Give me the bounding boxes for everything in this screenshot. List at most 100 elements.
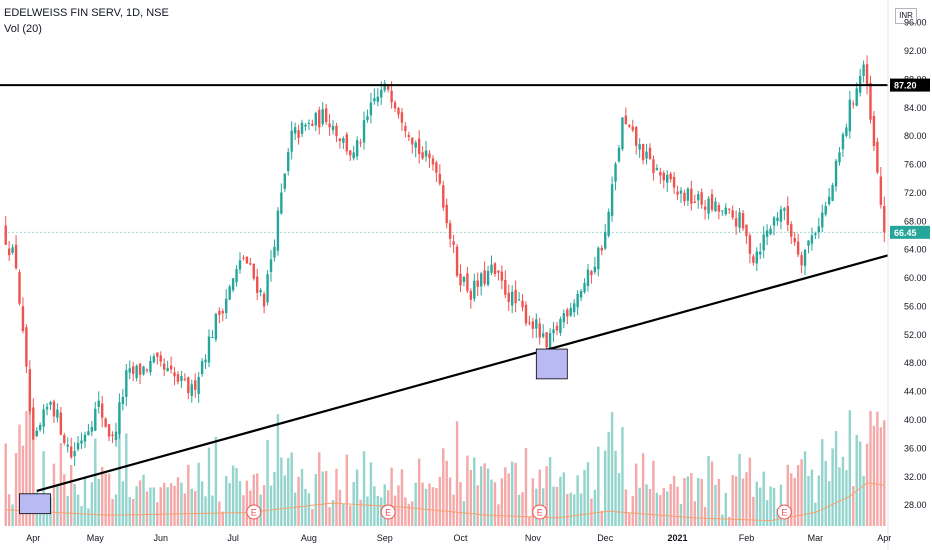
- candle-body: [38, 424, 42, 430]
- candle-body: [762, 234, 765, 251]
- candle-body: [566, 309, 569, 317]
- price-tick-label: 44.00: [904, 387, 927, 397]
- candle-body: [521, 300, 524, 308]
- candle-body: [645, 151, 648, 159]
- volume-bar: [304, 488, 307, 526]
- price-tick-label: 96.00: [904, 18, 927, 28]
- candle-body: [256, 276, 259, 293]
- time-axis[interactable]: Apr May Jun Jul Aug Sep Oct Nov Dec 2021 Feb Mar Apr: [26, 533, 891, 543]
- volume-bar: [772, 487, 776, 526]
- volume-bar: [342, 503, 345, 526]
- candle-body: [834, 160, 838, 187]
- volume-bar: [411, 501, 414, 526]
- candle-body: [411, 137, 414, 145]
- volume-bar: [373, 486, 376, 526]
- candle-body: [814, 233, 817, 236]
- candle-body: [569, 307, 572, 316]
- price-tick-label: 40.00: [904, 415, 927, 425]
- volume-bar: [566, 493, 569, 526]
- volume-bar: [163, 482, 166, 526]
- candle-body: [841, 134, 845, 150]
- candle-body: [42, 409, 45, 427]
- volume-bar: [790, 473, 793, 526]
- volume-bar: [73, 483, 76, 526]
- candle-body: [80, 440, 83, 444]
- candle-body: [572, 303, 576, 313]
- candle-body: [524, 304, 528, 324]
- candle-body: [676, 191, 679, 195]
- candle-body: [745, 224, 748, 236]
- price-tick-label: 84.00: [904, 103, 927, 113]
- candle-body: [452, 241, 455, 245]
- candle-body: [607, 211, 610, 236]
- volume-bar: [724, 492, 727, 526]
- volume-bar: [876, 411, 879, 526]
- candle-body: [328, 123, 331, 128]
- candle-body: [710, 194, 714, 210]
- volume-bar: [597, 446, 600, 526]
- volume-bar: [765, 500, 769, 526]
- volume-bar: [648, 489, 652, 526]
- candle-body: [531, 321, 535, 329]
- volume-bar: [428, 483, 431, 526]
- candle-body: [741, 213, 745, 229]
- last-price-tag-label: 66.45: [894, 228, 917, 238]
- candle-body: [56, 409, 59, 418]
- drawings[interactable]: [0, 84, 889, 515]
- volume-bar: [621, 427, 624, 526]
- candle-body: [293, 127, 297, 134]
- candle-body: [448, 223, 452, 239]
- volume-bar: [624, 489, 628, 526]
- candle-body: [352, 152, 355, 159]
- volume-bar: [376, 495, 380, 526]
- candle-body: [200, 361, 204, 374]
- volume-bar: [349, 505, 352, 526]
- volume-bar: [314, 473, 318, 526]
- candle-body: [14, 244, 18, 269]
- volume-bar: [28, 391, 32, 526]
- volume-bar: [814, 502, 817, 526]
- volume-bar: [869, 410, 872, 526]
- candle-body: [865, 64, 869, 86]
- candle-body: [349, 150, 352, 156]
- volume-bar: [328, 507, 331, 526]
- candles: [4, 55, 886, 466]
- candle-body: [852, 103, 855, 105]
- candle-body: [883, 205, 886, 233]
- volume-bar: [576, 475, 579, 526]
- candle-body: [617, 147, 621, 162]
- candle-body: [135, 365, 138, 379]
- candle-body: [504, 279, 507, 295]
- volume-bar: [493, 482, 497, 526]
- volume-bar: [414, 482, 417, 526]
- volume-bar: [169, 483, 173, 526]
- volume-bar: [87, 508, 90, 526]
- volume-bar: [297, 476, 300, 526]
- volume-bar: [841, 456, 845, 526]
- volume-bar: [483, 463, 486, 526]
- volume-bar: [114, 494, 118, 526]
- currency-badge[interactable]: INR: [895, 8, 917, 24]
- candle-body: [21, 306, 25, 331]
- volume-bar: [52, 463, 56, 526]
- candle-body: [803, 249, 807, 266]
- candle-body: [194, 380, 197, 390]
- candle-body: [400, 112, 404, 123]
- volume-bar: [473, 457, 476, 526]
- volume-bar: [125, 433, 128, 526]
- volume-bar: [397, 485, 400, 526]
- volume-bar: [858, 441, 862, 526]
- volume-bar: [390, 467, 393, 526]
- time-tick-label: Nov: [525, 533, 542, 543]
- volume-bar: [242, 495, 245, 526]
- candle-body: [576, 294, 579, 308]
- candle-body: [552, 329, 555, 334]
- candle-body: [335, 125, 338, 137]
- volume-bar: [187, 464, 190, 526]
- volume-bar: [21, 445, 25, 526]
- volume-bar: [311, 508, 314, 526]
- price-axis[interactable]: 28.00 32.00 36.00 40.00 44.00 48.00 52.00 56.00…: [887, 0, 927, 550]
- candle-body: [879, 176, 883, 205]
